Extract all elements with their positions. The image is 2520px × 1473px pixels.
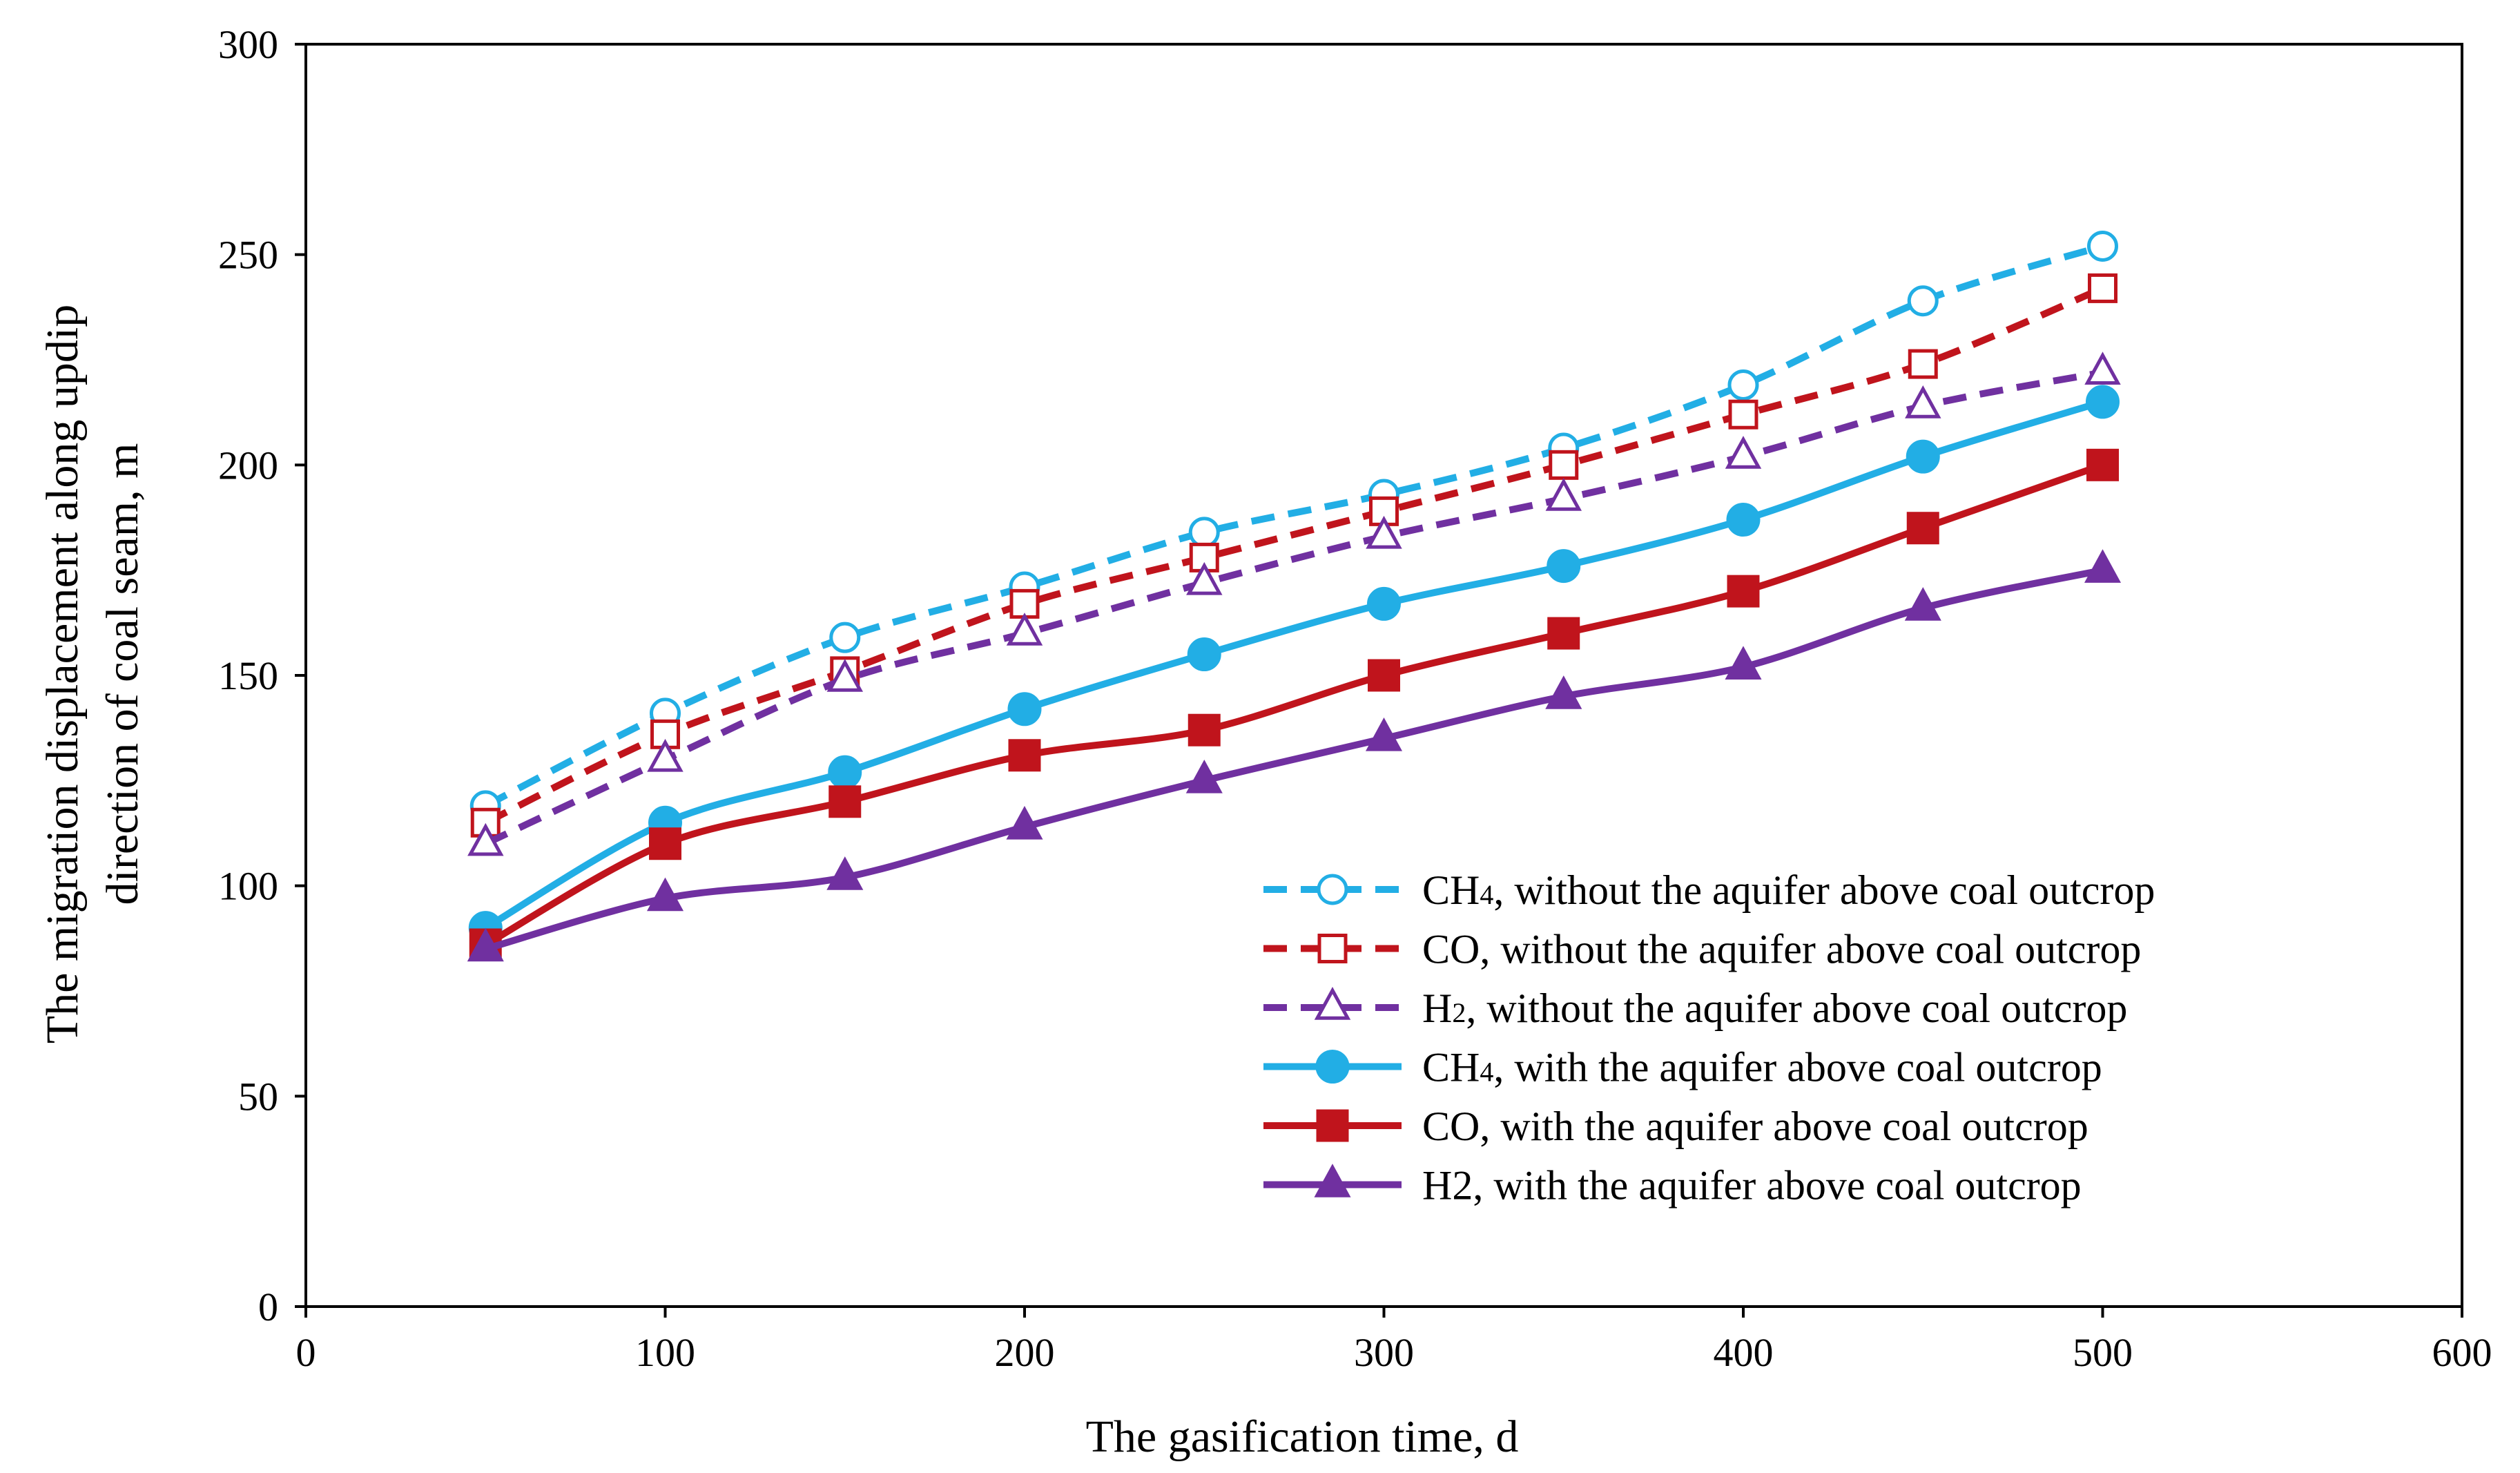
series-point (1728, 399, 1758, 430)
series-point (1006, 613, 1043, 646)
series-6 (467, 549, 2122, 962)
series-point (1906, 512, 1939, 545)
x-axis-label: The gasification time, d (1086, 1412, 1519, 1462)
legend-swatch-marker (1314, 987, 1351, 1020)
y-tick-label: 50 (238, 1074, 278, 1119)
series-point (826, 659, 864, 692)
series-point (649, 827, 681, 860)
legend-label: CH4, without the aquifer above coal outc… (1422, 867, 2155, 913)
series-1 (469, 230, 2118, 822)
series-point (1006, 805, 1043, 840)
series-point (1725, 646, 1762, 680)
legend-swatch-marker (1317, 934, 1348, 963)
y-tick-label: 0 (258, 1284, 278, 1329)
series-point (1547, 549, 1581, 584)
y-tick-label: 300 (218, 22, 278, 67)
series-line (482, 398, 2106, 932)
x-tick-label: 500 (2073, 1330, 2133, 1375)
legend-item-5: CO, with the aquifer above coal outcrop (1263, 1104, 2088, 1149)
x-tick-label: 100 (635, 1330, 695, 1375)
series-line (484, 369, 2104, 847)
series-point (826, 856, 864, 890)
series-point (467, 927, 504, 962)
legend-item-1: CH4, without the aquifer above coal outc… (1263, 867, 2155, 913)
series-point (467, 822, 504, 856)
legend-label: H2, without the aquifer above coal outcr… (1422, 985, 2127, 1031)
series-line (482, 461, 2106, 948)
legend-label: H2, with the aquifer above coal outcrop (1422, 1163, 2082, 1209)
series-point (1008, 739, 1041, 772)
x-tick-label: 0 (296, 1330, 316, 1375)
series-layer (467, 230, 2122, 962)
series-point (1007, 692, 1042, 726)
x-tick-label: 200 (995, 1330, 1055, 1375)
y-tick-label: 250 (218, 233, 278, 278)
legend-swatch-marker (1316, 1109, 1349, 1142)
series-point (1545, 675, 1582, 709)
series-line (482, 566, 2106, 953)
legend-swatch-marker (1314, 1164, 1351, 1197)
series-point (1187, 637, 1221, 672)
series-point (1904, 587, 1941, 621)
series-point (1549, 450, 1579, 480)
series-point (2086, 385, 2120, 419)
y-tick-label: 100 (218, 864, 278, 909)
series-point (1545, 478, 1582, 511)
y-axis-label-line-2: direction of coal seam, m (97, 443, 148, 905)
series-point (1726, 503, 1761, 537)
series-point (2086, 448, 2119, 481)
series-point (1906, 439, 1940, 474)
series-point (1185, 759, 1223, 793)
series-point (2088, 273, 2117, 303)
legend-label: CO, with the aquifer above coal outcrop (1422, 1104, 2088, 1149)
axes-layer: 0 100 200 300 400 500 600 0 50 100 150 200 250 300 (218, 22, 2492, 1375)
legend: CH4, without the aquifer above coal outc… (1263, 867, 2155, 1209)
series-4 (468, 385, 2120, 945)
series-point (1908, 349, 1938, 379)
legend-item-3: H2, without the aquifer above coal outcr… (1263, 985, 2127, 1031)
legend-label: CO, without the aquifer above coal outcr… (1422, 927, 2141, 972)
legend-swatch-marker (1315, 1050, 1350, 1084)
series-point (1547, 617, 1580, 650)
x-tick-label: 600 (2432, 1330, 2492, 1375)
series-point (2084, 549, 2122, 583)
series-point (1725, 436, 1762, 469)
series-point (1368, 659, 1400, 692)
series-point (828, 755, 862, 789)
x-tick-label: 300 (1354, 1330, 1414, 1375)
series-point (1188, 517, 1220, 548)
legend-swatch-marker (1317, 874, 1348, 905)
legend-item-4: CH4, with the aquifer above coal outcrop (1263, 1045, 2102, 1090)
x-tick-label: 400 (1714, 1330, 1774, 1375)
series-point (1188, 713, 1221, 747)
y-tick-label: 150 (218, 653, 278, 698)
series-point (1186, 561, 1223, 595)
series-point (1727, 369, 1759, 401)
y-tick-label: 200 (218, 443, 278, 488)
series-point (1366, 515, 1402, 549)
series-point (646, 877, 684, 912)
y-axis-label-line-1: The migration displacement along updip (37, 305, 88, 1043)
series-3 (467, 352, 2121, 856)
series-point (647, 738, 684, 772)
series-point (1727, 575, 1760, 608)
legend-item-6: H2, with the aquifer above coal outcrop (1263, 1163, 2082, 1209)
legend-item-2: CO, without the aquifer above coal outcr… (1263, 927, 2141, 972)
series-point (828, 785, 862, 818)
series-line (484, 242, 2104, 809)
series-point (2087, 230, 2118, 262)
series-point (2084, 352, 2121, 385)
series-point (829, 622, 861, 653)
legend-label: CH4, with the aquifer above coal outcrop (1422, 1045, 2102, 1090)
series-point (1905, 385, 1941, 418)
series-point (1365, 717, 1403, 751)
series-point (1367, 586, 1401, 621)
series-point (1907, 285, 1939, 317)
series-line (484, 285, 2104, 826)
